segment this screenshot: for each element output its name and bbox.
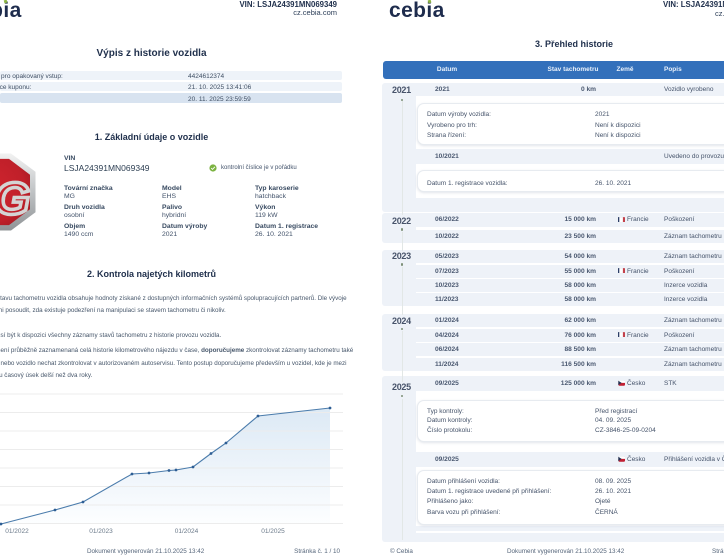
svg-text:MG: MG bbox=[0, 173, 30, 224]
svg-text:01/2025: 01/2025 bbox=[261, 528, 285, 535]
svg-text:01/2022: 01/2022 bbox=[5, 528, 29, 535]
svg-text:01/2023: 01/2023 bbox=[89, 528, 113, 535]
svg-text:01/2024: 01/2024 bbox=[175, 528, 199, 535]
